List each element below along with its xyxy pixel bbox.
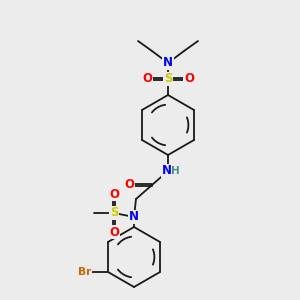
Text: O: O [109, 226, 119, 238]
Text: Br: Br [78, 267, 92, 277]
Text: N: N [163, 56, 173, 70]
Text: H: H [171, 166, 179, 176]
Text: S: S [164, 73, 172, 85]
Text: O: O [124, 178, 134, 191]
Text: O: O [184, 73, 194, 85]
Text: S: S [110, 206, 118, 220]
Text: N: N [129, 211, 139, 224]
Text: O: O [142, 73, 152, 85]
Text: N: N [162, 164, 172, 178]
Text: O: O [109, 188, 119, 200]
